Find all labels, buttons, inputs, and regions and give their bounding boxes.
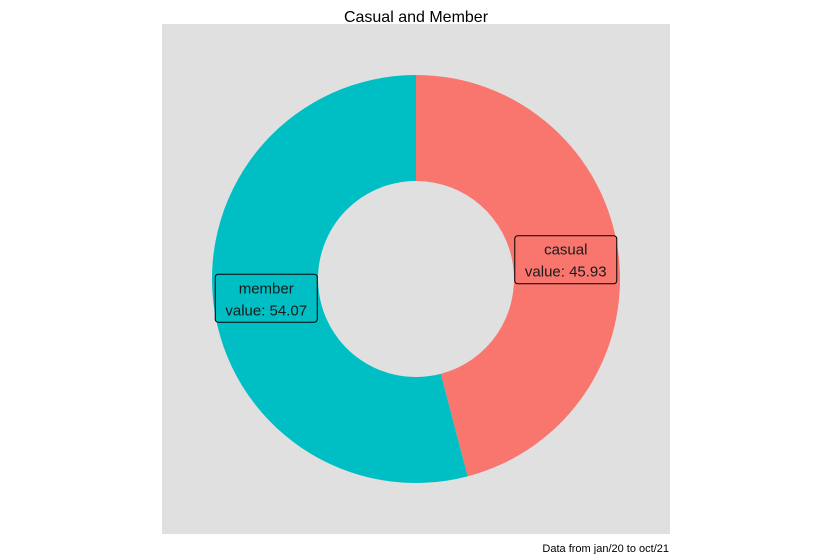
chart-caption: Data from jan/20 to oct/21 <box>542 543 669 554</box>
label-box-member <box>214 273 318 323</box>
label-box-casual <box>514 235 618 285</box>
label-name-member: member <box>239 280 294 297</box>
label-name-casual: casual <box>544 242 587 259</box>
label-value-casual: value: 45.93 <box>525 264 607 281</box>
labels-group: casual value: 45.93 member value: 54.07 <box>214 235 618 323</box>
chart-title: Casual and Member <box>344 9 489 26</box>
label-value-member: value: 54.07 <box>225 302 307 319</box>
slice-label-member: member value: 54.07 <box>214 273 318 323</box>
slice-label-casual: casual value: 45.93 <box>514 235 618 285</box>
slice-member <box>212 75 468 483</box>
